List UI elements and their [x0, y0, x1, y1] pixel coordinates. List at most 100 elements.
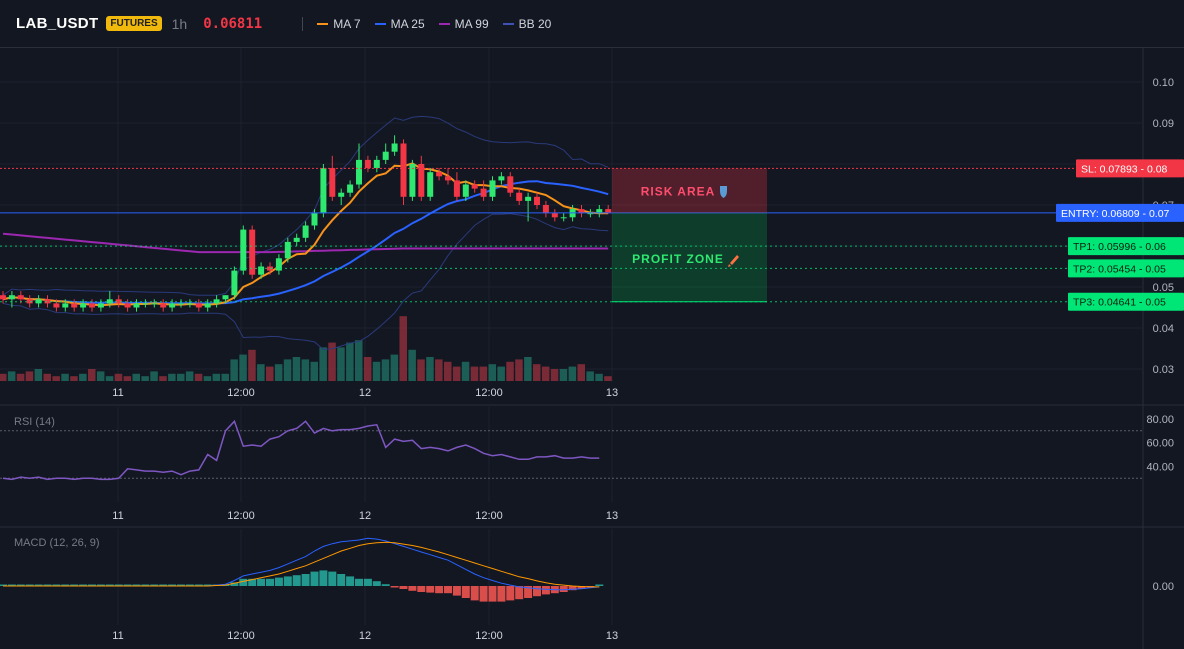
volume-bar: [96, 371, 105, 381]
volume-bar: [0, 373, 7, 381]
macd-histogram-bar: [274, 577, 283, 586]
volume-bar: [310, 361, 318, 381]
candle-body: [356, 159, 362, 185]
volume-bar: [7, 371, 16, 381]
macd-histogram-bar: [16, 584, 25, 586]
price-tag-bg: [1076, 159, 1184, 178]
candle-body: [249, 229, 256, 275]
volume-bar: [257, 364, 265, 381]
macd-histogram-bar: [25, 584, 34, 586]
volume-bar: [452, 366, 461, 381]
risk-area-label: RISK AREA: [641, 184, 716, 198]
legend-bb20[interactable]: BB 20: [502, 17, 551, 31]
macd-histogram-bar: [203, 584, 212, 586]
volume-bar: [399, 316, 407, 381]
candle-body: [534, 196, 540, 205]
macd-histogram-bar: [470, 586, 479, 601]
interval-label[interactable]: 1h: [171, 15, 188, 32]
candle-body: [169, 303, 176, 308]
symbol-name[interactable]: LAB_USDT: [16, 15, 99, 32]
candle-body: [231, 270, 238, 296]
macd-histogram-bar: [426, 586, 435, 593]
candle-body: [578, 209, 585, 214]
candle-body: [311, 213, 318, 226]
candle-body: [53, 303, 60, 308]
candle-body: [373, 159, 380, 169]
volume-bar: [372, 361, 381, 381]
volume-bar: [168, 373, 176, 381]
macd-histogram-bar: [533, 586, 541, 597]
macd-histogram-bar: [61, 584, 70, 586]
candle-body: [525, 196, 532, 201]
macd-histogram-bar: [194, 584, 203, 586]
macd-histogram-bar: [177, 584, 185, 586]
macd-histogram-bar: [577, 586, 586, 589]
volume-bar: [230, 359, 238, 381]
candle-body: [275, 258, 282, 271]
volume-bar: [577, 364, 585, 381]
candle-body: [507, 176, 514, 193]
macd-histogram-bar: [70, 584, 79, 586]
candle-body: [427, 172, 434, 197]
macd-histogram-bar: [595, 584, 604, 586]
legend-ma7[interactable]: MA 7: [317, 17, 361, 31]
candle-body: [35, 299, 42, 304]
volume-bar: [185, 371, 194, 381]
macd-histogram-bar: [0, 584, 7, 586]
macd-histogram-bar: [346, 576, 355, 586]
volume-bar: [43, 373, 51, 381]
macd-histogram-bar: [132, 584, 141, 586]
rsi-title: RSI (14): [14, 416, 55, 428]
volume-bar: [550, 369, 559, 381]
macd-histogram-bar: [497, 586, 506, 602]
volume-bar: [461, 361, 470, 381]
volume-bar: [444, 361, 452, 381]
candle-body: [498, 176, 505, 181]
macd-histogram-bar: [239, 578, 248, 586]
price-tag-label: TP1: 0.05996 - 0.06: [1073, 241, 1166, 253]
volume-bar: [346, 342, 354, 381]
candle-body: [44, 299, 51, 304]
volume-bar: [470, 366, 479, 381]
volume-bar: [52, 376, 60, 381]
volume-bar: [533, 364, 541, 381]
volume-bar: [435, 359, 443, 381]
macd-histogram-bar: [452, 586, 461, 596]
candle-body: [489, 180, 496, 197]
candle-body: [445, 176, 451, 181]
signal-line: [3, 541, 600, 588]
volume-bar: [390, 354, 399, 381]
price-tag-label: ENTRY: 0.06809 - 0.07: [1061, 208, 1170, 220]
candle-body: [436, 172, 443, 177]
volume-bar: [239, 354, 247, 381]
chart-header: LAB_USDT FUTURES 1h 0.06811 MA 7 MA 25 M…: [0, 0, 1184, 48]
macd-histogram-bar: [257, 578, 266, 586]
legend-ma25[interactable]: MA 25: [374, 17, 425, 31]
legend-ma99[interactable]: MA 99: [438, 17, 489, 31]
bb-upper-line: [2, 115, 609, 296]
bb20-swatch: [502, 22, 514, 25]
volume-bar: [408, 349, 416, 381]
candle-body: [382, 151, 389, 160]
candle-body: [62, 303, 69, 308]
candle-body: [400, 143, 407, 197]
macd-histogram-bar: [52, 584, 61, 586]
price-tag-label: TP2: 0.05454 - 0.05: [1073, 263, 1166, 275]
volume-bar: [515, 359, 523, 381]
candle-body: [364, 159, 371, 169]
risk-area-zone: [612, 168, 767, 213]
macd-histogram-bar: [524, 586, 533, 598]
volume-bar: [114, 373, 123, 381]
volume-bar: [506, 361, 514, 381]
candle-body: [542, 205, 549, 214]
macd-histogram-bar: [541, 586, 550, 595]
macd-histogram-bar: [79, 584, 88, 586]
macd-histogram-bar: [301, 574, 310, 586]
volume-bar: [497, 366, 505, 381]
macd-histogram-bar: [88, 584, 96, 586]
macd-histogram-bar: [479, 586, 488, 602]
volume-bar: [319, 347, 327, 381]
time-tick-label: 12:00: [475, 387, 503, 399]
macd-histogram-bar: [337, 574, 346, 586]
